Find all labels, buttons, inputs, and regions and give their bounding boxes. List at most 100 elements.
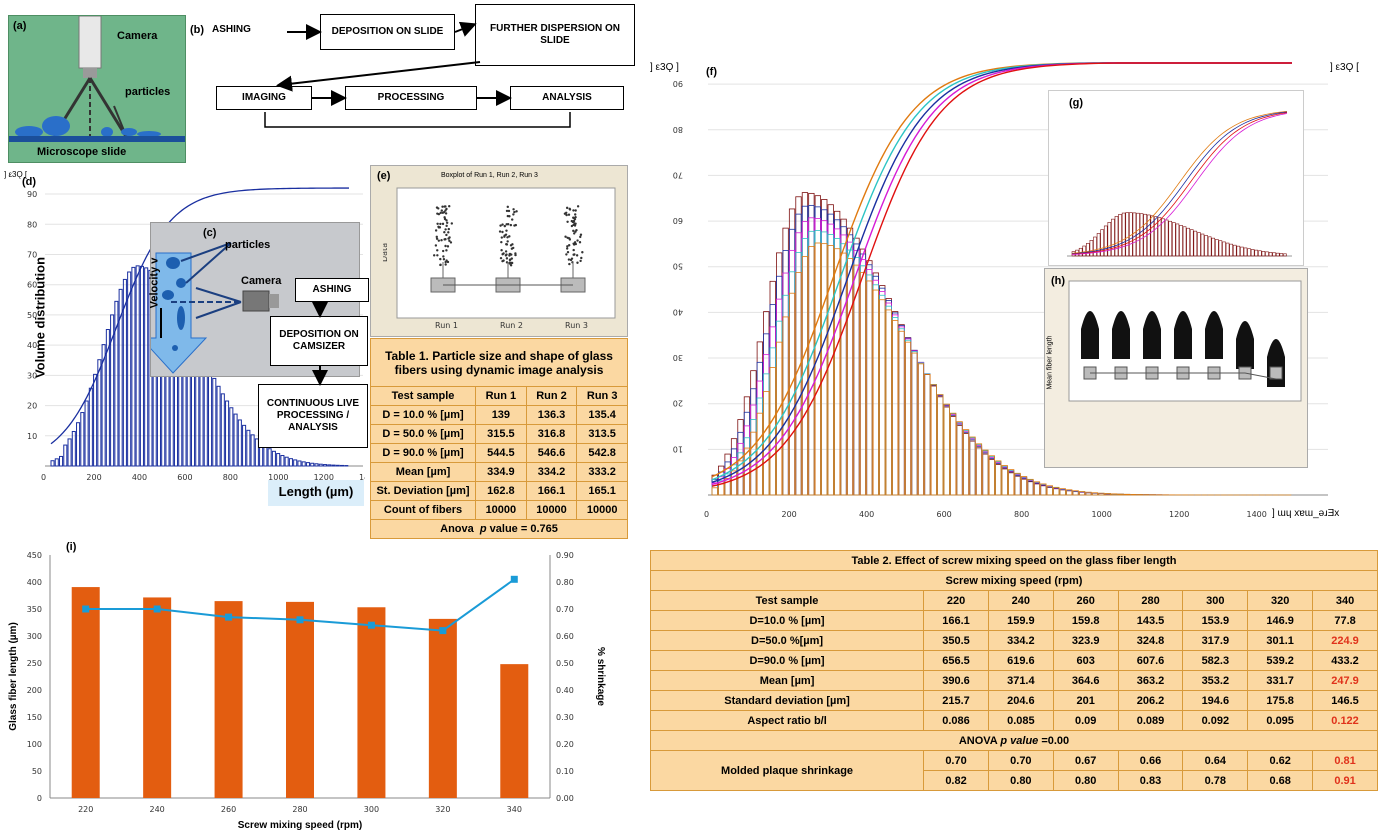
histogram-bar	[867, 275, 872, 495]
outlier-point	[444, 205, 446, 207]
outlier-point	[572, 254, 574, 256]
histogram-bar	[776, 299, 781, 495]
table-2: Table 2. Effect of screw mixing speed on…	[650, 550, 1378, 791]
panel-e-label: (e)	[377, 170, 390, 182]
table-1-cell: 334.2	[526, 463, 577, 482]
histogram-bar	[899, 326, 904, 495]
table-1-cell: 10000	[577, 501, 628, 520]
table-2-shrink-label: Molded plaque shrinkage	[651, 751, 924, 791]
table-1-header: Test sample Run 1 Run 2 Run 3	[371, 387, 628, 406]
histogram-bar	[1172, 223, 1175, 256]
y-tick-label: 450	[27, 551, 42, 560]
slide-label: Microscope slide	[37, 146, 126, 158]
histogram-bar	[1041, 485, 1046, 495]
histogram-bar	[1248, 249, 1251, 256]
y-tick-label: 90	[673, 79, 683, 88]
outlier-point	[440, 212, 442, 214]
histogram-bar	[873, 276, 878, 495]
outlier-point	[507, 215, 509, 217]
histogram-bar	[1122, 213, 1125, 256]
histogram-bar	[925, 374, 930, 495]
histogram-bar	[873, 290, 878, 495]
table-2-cell: 371.4	[988, 671, 1053, 691]
histogram-bar	[1226, 243, 1229, 256]
table-2-cell: 0.092	[1183, 711, 1248, 731]
histogram-bar	[776, 276, 781, 495]
histogram-bar	[1041, 485, 1046, 495]
table-2-cell: 353.2	[1183, 671, 1248, 691]
y-tick-label: 0	[37, 794, 42, 803]
histogram-bar	[751, 419, 756, 495]
table-2-cell: 350.5	[924, 631, 989, 651]
histogram-bar	[1047, 487, 1052, 495]
histogram-bar	[1187, 228, 1190, 256]
panel-h-boxplot	[1045, 269, 1309, 469]
histogram-bar	[905, 339, 910, 495]
outlier-point	[515, 210, 517, 212]
histogram-bar	[1262, 251, 1265, 256]
panel-c-camera: Camera	[241, 275, 281, 287]
y-tick-label: 300	[27, 632, 42, 641]
histogram-bar	[281, 456, 284, 466]
y-tick-label: 60	[673, 216, 683, 225]
x-tick-label: 300	[364, 805, 379, 814]
panel-a-label: (a)	[13, 20, 26, 32]
table-1-cell: 136.3	[526, 406, 577, 425]
histogram-bar	[1230, 244, 1233, 256]
histogram-bar	[976, 445, 981, 495]
histogram-bar	[1111, 219, 1114, 256]
table-2-cell: 0.78	[1183, 771, 1248, 791]
histogram-bar	[1021, 479, 1026, 495]
x-tick-label: 340	[507, 805, 522, 814]
panel-h-label: (h)	[1051, 275, 1065, 287]
outlier-point	[436, 254, 438, 256]
outlier-point	[571, 257, 573, 259]
histogram-bar	[1131, 494, 1136, 495]
histogram-bar	[970, 438, 975, 495]
histogram-bar	[886, 306, 891, 495]
histogram-bar	[944, 405, 949, 495]
histogram-bar	[268, 449, 271, 466]
table-1-row: D = 10.0 % [µm] 139 136.3 135.4	[371, 406, 628, 425]
table-2-cell: 194.6	[1183, 691, 1248, 711]
camera-label: Camera	[117, 30, 157, 42]
outlier-point	[446, 222, 448, 224]
table-2-cell: 603	[1053, 651, 1118, 671]
outlier-point	[580, 234, 582, 236]
table-2-row: D=90.0 % [µm] 656.5 619.6 603 607.6 582.3 539.…	[651, 651, 1378, 671]
histogram-bar	[1066, 491, 1071, 495]
outlier-point	[504, 225, 506, 227]
histogram-bar	[976, 446, 981, 495]
histogram-bar	[1219, 241, 1222, 256]
outlier-point	[439, 223, 441, 225]
outlier-point	[510, 264, 512, 266]
histogram-bar	[983, 453, 988, 495]
table-2-cell: 0.80	[988, 771, 1053, 791]
table-2-cell: 364.6	[1053, 671, 1118, 691]
histogram-bar	[725, 454, 730, 495]
outlier-point	[441, 209, 443, 211]
table-1-row: D = 90.0 % [µm] 544.5 546.6 542.8	[371, 444, 628, 463]
histogram-bar	[1244, 248, 1247, 256]
table-2-cell: 0.68	[1248, 771, 1313, 791]
histogram-bar	[918, 364, 923, 495]
outlier-point	[501, 231, 503, 233]
outlier-point	[510, 224, 512, 226]
histogram-bar	[1233, 245, 1236, 256]
table-2-cell: 0.64	[1183, 751, 1248, 771]
panel-g-inset: (g)	[1048, 90, 1304, 266]
histogram-bar	[880, 286, 885, 495]
histogram-bar	[867, 270, 872, 495]
histogram-bar	[72, 431, 75, 466]
table-2-cell: 0.62	[1248, 751, 1313, 771]
histogram-bar	[289, 459, 292, 466]
outlier-point	[444, 218, 446, 220]
histogram-bar	[841, 244, 846, 495]
table-2-header-cell: 220	[924, 591, 989, 611]
histogram-bar	[1041, 486, 1046, 495]
histogram-bar	[89, 388, 92, 466]
histogram-bar	[315, 464, 318, 466]
flow-b-arrows	[180, 0, 640, 135]
histogram-bar	[925, 374, 930, 495]
histogram-bar	[918, 362, 923, 495]
